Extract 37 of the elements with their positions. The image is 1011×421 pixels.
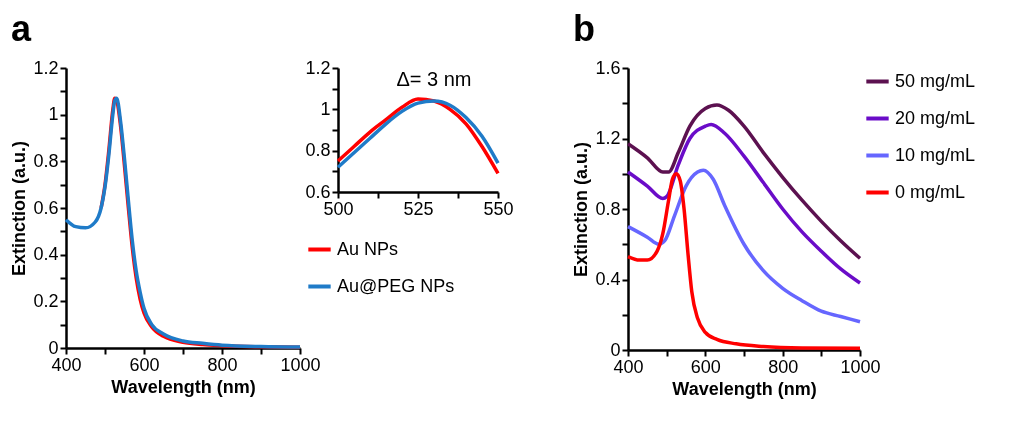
y-tick-label: 0.2 [33, 290, 59, 311]
x-axis-title: Wavelength (nm) [111, 376, 256, 397]
legend-label: Au@PEG NPs [337, 275, 455, 296]
y-tick-label: 1 [320, 98, 331, 119]
y-tick-label: 0.8 [33, 150, 59, 171]
y-tick-label: 1.2 [595, 128, 621, 148]
line-series [626, 103, 862, 261]
line-series [626, 122, 862, 285]
legend-label: 50 mg/mL [895, 70, 976, 91]
y-tick-label: 1.2 [33, 57, 59, 78]
y-tick-label: 0.4 [595, 269, 621, 289]
x-tick-label: 800 [768, 356, 799, 377]
x-tick-label: 1000 [280, 354, 321, 375]
y-tick-label: 0.8 [305, 140, 331, 161]
line-series [626, 168, 862, 324]
legend-label: 20 mg/mL [895, 107, 976, 128]
y-tick-label: 1 [48, 104, 59, 125]
y-axis-title: Extinction (a.u.) [9, 140, 30, 276]
y-tick-label: 0.6 [33, 197, 59, 218]
y-tick-label: 0.8 [595, 198, 621, 219]
chart-title: b [572, 8, 595, 49]
x-tick-label: 1000 [840, 356, 881, 377]
x-tick-label: 600 [129, 354, 160, 375]
x-tick-label: 525 [403, 198, 434, 219]
legend-label: Au NPs [337, 238, 399, 259]
y-tick-label: 1.6 [595, 57, 621, 78]
y-axis-title: Extinction (a.u.) [571, 141, 592, 277]
x-tick-label: 550 [483, 198, 514, 219]
y-tick-label: 1.2 [305, 57, 331, 78]
x-tick-label: 800 [207, 354, 238, 375]
y-tick-label: 0.4 [33, 244, 59, 265]
annotation: Δ= 3 nm [396, 68, 472, 90]
x-tick-label: 600 [690, 356, 721, 377]
chart-title: a [10, 8, 32, 49]
legend-label: 10 mg/mL [895, 144, 976, 165]
x-axis-title: Wavelength (nm) [672, 378, 817, 399]
legend-label: 0 mg/mL [895, 181, 966, 202]
